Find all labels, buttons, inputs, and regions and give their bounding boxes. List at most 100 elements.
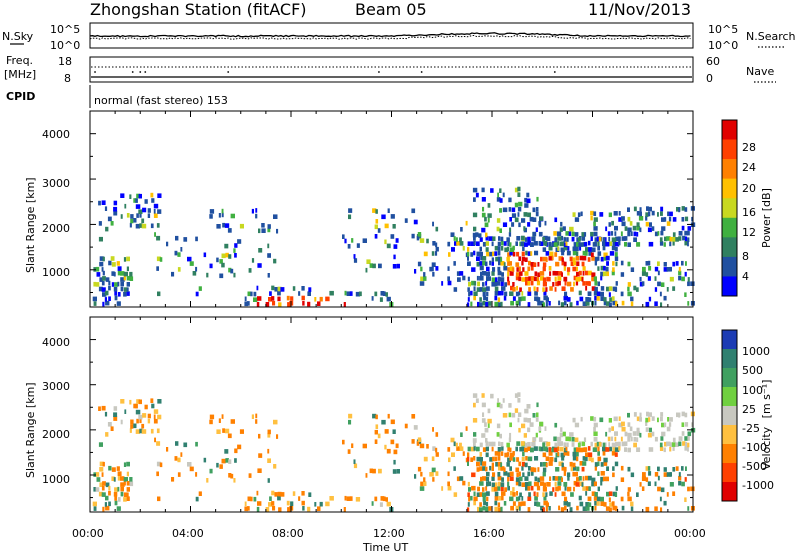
power-cell — [515, 272, 521, 277]
power-cell — [691, 216, 694, 222]
power-cell — [507, 271, 509, 277]
power-cell — [654, 266, 659, 272]
power-cell — [385, 292, 388, 297]
velocity-cell — [459, 442, 462, 448]
velocity-cell — [549, 476, 552, 481]
velocity-cell — [516, 457, 520, 462]
power-cell — [508, 207, 512, 212]
power-cell — [615, 236, 619, 242]
velocity-cell — [380, 496, 385, 501]
velocity-cb-label-unit: [m s⁻¹] — [760, 380, 773, 419]
power-cell — [509, 217, 512, 222]
velocity-cell — [559, 446, 564, 452]
power-cell — [136, 193, 141, 199]
power-cell — [687, 230, 690, 236]
power-cell — [494, 286, 499, 292]
power-cell — [157, 291, 161, 297]
power-cell — [233, 248, 236, 253]
power-cell — [267, 227, 271, 233]
velocity-cell — [120, 486, 124, 492]
velocity-cell — [596, 496, 601, 502]
power-cell — [535, 211, 539, 217]
power-cell — [608, 286, 613, 291]
velocity-cell — [123, 480, 126, 486]
cpid-label: CPID — [6, 90, 35, 103]
power-cell — [627, 231, 631, 237]
power-cell — [615, 301, 618, 306]
power-cell — [608, 292, 611, 297]
power-cell — [572, 246, 577, 252]
velocity-cell — [512, 487, 515, 492]
power-cell — [573, 242, 578, 247]
power-colorbar-swatch — [722, 120, 737, 140]
power-cell — [660, 211, 663, 216]
power-cell — [411, 233, 415, 239]
power-cell — [221, 208, 224, 214]
power-cb-tick-28: 28 — [742, 141, 756, 154]
nave-dip-point — [420, 71, 423, 73]
power-cell — [648, 211, 651, 217]
velocity-cell — [627, 491, 630, 497]
velocity-cell — [609, 502, 613, 507]
power-cell — [98, 221, 102, 226]
power-colorbar-swatch — [722, 217, 737, 238]
power-cell — [390, 234, 395, 239]
velocity-cell — [669, 442, 673, 447]
velocity-cell — [687, 486, 690, 492]
power-cell — [612, 300, 617, 306]
velocity-cell — [593, 481, 597, 487]
power-cell — [120, 281, 124, 287]
power-cell — [567, 270, 570, 276]
velocity-cell — [563, 451, 568, 456]
power-cell — [502, 207, 508, 213]
velocity-cell — [552, 487, 555, 492]
power-cell — [257, 296, 262, 301]
power-cell — [500, 277, 505, 282]
power-cell — [495, 256, 500, 262]
power-cell — [482, 206, 485, 212]
velocity-cell — [516, 441, 521, 446]
power-cell — [582, 281, 586, 286]
power-colorbar-swatch — [722, 159, 737, 179]
velocity-cell — [612, 472, 615, 478]
velocity-cell — [522, 462, 526, 467]
velocity-cell — [579, 461, 583, 466]
velocity-cell — [576, 466, 580, 472]
velocity-cell — [534, 456, 539, 461]
power-cell — [462, 275, 466, 281]
power-cell — [126, 256, 130, 262]
velocity-cell — [537, 467, 540, 472]
velocity-cell — [565, 436, 570, 442]
noise-left-tick-top: 10^5 — [50, 23, 80, 36]
velocity-cell — [630, 436, 633, 442]
velocity-cell — [548, 447, 552, 452]
power-cell — [349, 291, 353, 296]
power-cell — [111, 282, 115, 287]
velocity-cell — [647, 412, 652, 417]
power-cell — [105, 277, 110, 282]
power-cell — [567, 281, 572, 287]
power-cell — [515, 241, 518, 246]
velocity-cell — [98, 406, 101, 411]
power-cell — [351, 238, 354, 243]
velocity-cell — [273, 419, 278, 425]
velocity-cell — [614, 452, 618, 457]
power-cell — [515, 275, 520, 281]
velocity-cell — [171, 477, 175, 482]
velocity-cell — [612, 446, 617, 452]
power-cell — [344, 290, 347, 296]
power-cell — [518, 201, 523, 207]
power-cell — [482, 271, 487, 276]
velocity-cell — [487, 423, 490, 428]
power-cell — [175, 235, 179, 241]
power-cell — [99, 256, 104, 261]
power-cell — [142, 207, 147, 213]
power-cell — [593, 226, 598, 231]
power-cell — [597, 281, 600, 287]
power-cell — [497, 241, 501, 247]
velocity-cell — [159, 462, 163, 468]
power-cell — [287, 302, 291, 307]
velocity-cell — [153, 418, 158, 424]
velocity-colorbar: 1000 500 100 25 -25 -100 -500 -1000 Velo… — [721, 329, 774, 502]
power-cell — [470, 290, 473, 296]
